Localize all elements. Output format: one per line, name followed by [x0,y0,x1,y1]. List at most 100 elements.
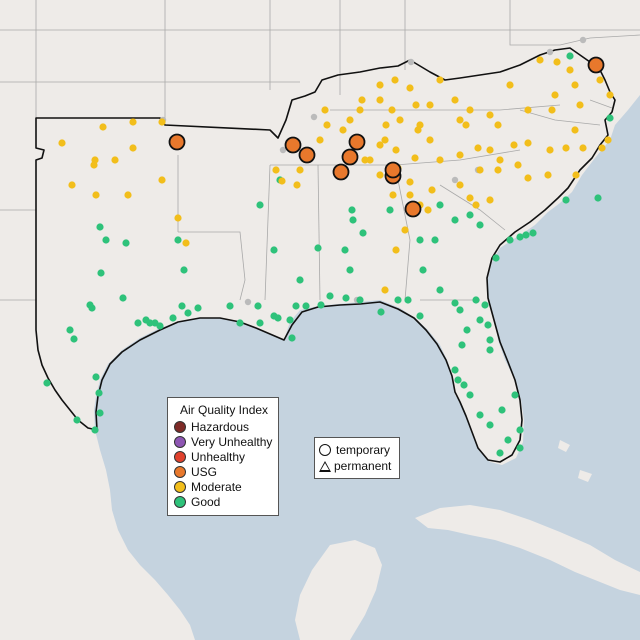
station-marker-moderate[interactable] [272,166,280,174]
station-marker-moderate[interactable] [406,191,414,199]
station-marker-moderate[interactable] [323,121,331,129]
station-marker-moderate[interactable] [376,141,384,149]
station-marker-good[interactable] [486,336,494,344]
station-marker-moderate[interactable] [456,151,464,159]
station-marker-good[interactable] [522,231,530,239]
station-marker-good[interactable] [504,436,512,444]
station-marker-good[interactable] [236,319,244,327]
station-marker-moderate[interactable] [486,111,494,119]
station-marker-usg[interactable] [384,161,402,179]
station-marker-moderate[interactable] [546,146,554,154]
station-marker-moderate[interactable] [524,106,532,114]
station-marker-usg[interactable] [404,200,422,218]
station-marker-good[interactable] [96,409,104,417]
station-marker-usg[interactable] [341,148,359,166]
station-marker-moderate[interactable] [129,144,137,152]
station-marker-good[interactable] [194,304,202,312]
station-marker-moderate[interactable] [436,156,444,164]
station-marker-good[interactable] [292,302,300,310]
station-marker-moderate[interactable] [494,121,502,129]
station-marker-good[interactable] [377,308,385,316]
station-marker-moderate[interactable] [406,84,414,92]
station-marker-good[interactable] [134,319,142,327]
station-marker-good[interactable] [88,304,96,312]
station-marker-inactive[interactable] [279,146,287,154]
station-marker-good[interactable] [356,296,364,304]
station-marker-good[interactable] [122,239,130,247]
station-marker-moderate[interactable] [392,246,400,254]
station-marker-good[interactable] [43,379,51,387]
station-marker-moderate[interactable] [361,156,369,164]
station-marker-good[interactable] [349,216,357,224]
station-marker-good[interactable] [184,309,192,317]
station-marker-moderate[interactable] [158,176,166,184]
station-marker-good[interactable] [606,114,614,122]
station-marker-good[interactable] [156,322,164,330]
station-marker-good[interactable] [436,201,444,209]
station-marker-usg[interactable] [332,163,350,181]
station-marker-moderate[interactable] [436,76,444,84]
station-marker-moderate[interactable] [68,181,76,189]
station-marker-moderate[interactable] [90,161,98,169]
station-marker-moderate[interactable] [414,126,422,134]
station-marker-moderate[interactable] [424,206,432,214]
station-marker-moderate[interactable] [411,154,419,162]
station-marker-good[interactable] [346,266,354,274]
station-marker-good[interactable] [436,286,444,294]
station-marker-usg[interactable] [587,56,605,74]
station-marker-inactive[interactable] [579,36,587,44]
station-marker-good[interactable] [394,296,402,304]
station-marker-good[interactable] [286,316,294,324]
station-marker-good[interactable] [102,236,110,244]
station-marker-good[interactable] [456,306,464,314]
station-marker-moderate[interactable] [356,106,364,114]
station-marker-good[interactable] [341,246,349,254]
station-marker-moderate[interactable] [536,56,544,64]
station-marker-good[interactable] [91,426,99,434]
station-marker-moderate[interactable] [576,101,584,109]
station-marker-moderate[interactable] [182,239,190,247]
station-marker-good[interactable] [274,314,282,322]
station-marker-moderate[interactable] [346,116,354,124]
station-marker-good[interactable] [472,296,480,304]
station-marker-good[interactable] [451,299,459,307]
station-marker-good[interactable] [566,52,574,60]
station-marker-good[interactable] [317,301,325,309]
station-marker-moderate[interactable] [462,121,470,129]
station-marker-moderate[interactable] [524,174,532,182]
station-marker-good[interactable] [256,319,264,327]
station-marker-moderate[interactable] [486,146,494,154]
station-marker-good[interactable] [516,233,524,241]
station-marker-moderate[interactable] [474,144,482,152]
station-marker-moderate[interactable] [174,214,182,222]
station-marker-good[interactable] [486,346,494,354]
station-marker-good[interactable] [463,326,471,334]
station-marker-moderate[interactable] [396,116,404,124]
station-marker-moderate[interactable] [296,166,304,174]
station-marker-good[interactable] [270,246,278,254]
station-marker-moderate[interactable] [572,171,580,179]
station-marker-good[interactable] [146,319,154,327]
station-marker-good[interactable] [476,411,484,419]
station-marker-moderate[interactable] [486,196,494,204]
station-marker-good[interactable] [348,206,356,214]
station-marker-good[interactable] [169,314,177,322]
station-marker-moderate[interactable] [376,96,384,104]
station-marker-moderate[interactable] [293,181,301,189]
station-marker-good[interactable] [498,406,506,414]
station-marker-good[interactable] [451,216,459,224]
station-marker-usg[interactable] [284,136,302,154]
station-marker-good[interactable] [466,211,474,219]
station-marker-moderate[interactable] [376,81,384,89]
station-marker-moderate[interactable] [316,136,324,144]
station-marker-moderate[interactable] [551,91,559,99]
station-marker-moderate[interactable] [562,144,570,152]
station-marker-good[interactable] [419,266,427,274]
station-marker-good[interactable] [70,335,78,343]
station-marker-good[interactable] [73,416,81,424]
station-marker-good[interactable] [416,236,424,244]
station-marker-good[interactable] [416,312,424,320]
station-marker-moderate[interactable] [579,144,587,152]
station-marker-good[interactable] [476,221,484,229]
station-marker-good[interactable] [174,236,182,244]
